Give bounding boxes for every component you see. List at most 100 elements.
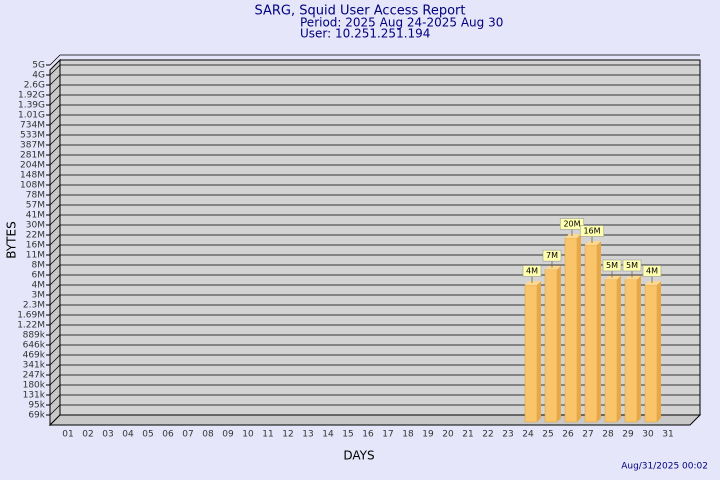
grid-line — [49, 114, 61, 126]
grid-line — [49, 394, 61, 406]
y-tick-label: 1.22M — [17, 321, 45, 331]
bar-top — [565, 233, 581, 238]
x-tick-label: 25 — [542, 430, 553, 440]
grid-line — [49, 324, 61, 336]
x-tick-label: 13 — [302, 430, 313, 440]
label-box — [579, 225, 605, 237]
bar-side — [617, 275, 621, 422]
y-tick-label: 4G — [32, 71, 45, 81]
x-tick-label: 19 — [422, 430, 434, 440]
x-tick-label: 15 — [342, 430, 353, 440]
data-label: 4M — [646, 267, 658, 276]
y-tick-label: 57M — [26, 201, 45, 211]
y-tick-label: 78M — [26, 191, 45, 201]
bar-top — [525, 281, 541, 285]
y-tick-label: 8M — [32, 261, 46, 271]
bar-top — [625, 275, 641, 280]
y-tick-label: 69k — [28, 411, 45, 421]
x-tick-label: 31 — [662, 430, 673, 440]
grid-line — [49, 364, 61, 376]
bar-side — [537, 281, 541, 422]
x-tick-label: 20 — [442, 430, 454, 440]
bar — [624, 279, 638, 423]
bar — [544, 269, 558, 423]
x-tick-label: 06 — [162, 430, 174, 440]
y-tick-label: 3M — [32, 291, 46, 301]
y-tick-label: 341k — [23, 361, 46, 371]
data-label: 16M — [583, 227, 600, 236]
y-tick-label: 22M — [26, 231, 45, 241]
x-tick-label: 18 — [402, 430, 414, 440]
x-tick-label: 04 — [122, 430, 134, 440]
grid-line — [49, 214, 61, 226]
y-tick-label: 2.3M — [23, 301, 45, 311]
plot-floor — [48, 414, 702, 426]
y-tick-label: 5G — [32, 61, 45, 71]
x-tick-label: 08 — [202, 430, 214, 440]
label-box — [542, 249, 562, 262]
y-tick-label: 131k — [23, 391, 46, 401]
bar — [564, 237, 578, 423]
y-tick-label: 41M — [26, 211, 45, 221]
x-tick-label: 22 — [482, 430, 493, 440]
data-label: 7M — [546, 251, 558, 260]
x-tick-label: 07 — [182, 430, 193, 440]
y-tick-label: 95k — [28, 401, 45, 411]
y-tick-label: 1.92G — [18, 91, 45, 101]
bar-side — [577, 233, 581, 422]
grid-line — [49, 194, 61, 206]
x-tick-label: 29 — [622, 430, 634, 440]
x-tick-label: 30 — [642, 430, 654, 440]
x-tick-label: 23 — [502, 430, 513, 440]
data-label: 20M — [563, 219, 580, 228]
grid-line — [49, 184, 61, 196]
x-tick-label: 12 — [282, 430, 293, 440]
x-tick-label: 16 — [362, 430, 374, 440]
grid-line — [49, 244, 61, 256]
grid-line — [49, 234, 61, 246]
grid-line — [49, 204, 61, 216]
chart-subtitle: Period: 2025 Aug 24-2025 Aug 30 — [300, 16, 503, 30]
label-box — [602, 259, 622, 272]
label-box — [622, 259, 642, 272]
y-axis-label: BYTES — [5, 221, 19, 258]
grid-line — [49, 144, 61, 156]
y-tick-label: 281M — [20, 151, 45, 161]
bar-top — [645, 281, 661, 285]
grid-line — [49, 284, 61, 296]
x-tick-label: 01 — [62, 430, 73, 440]
bar — [524, 284, 538, 423]
y-tick-label: 1.01G — [18, 111, 45, 121]
x-tick-label: 02 — [82, 430, 93, 440]
y-tick-label: 4M — [32, 281, 46, 291]
y-tick-label: 734M — [20, 121, 45, 131]
grid-line — [49, 334, 61, 346]
grid-line — [49, 404, 61, 416]
x-tick-label: 11 — [262, 430, 273, 440]
label-box — [642, 265, 662, 277]
label-box — [522, 265, 542, 277]
x-tick-label: 17 — [382, 430, 393, 440]
x-tick-label: 03 — [102, 430, 113, 440]
x-tick-label: 24 — [522, 430, 534, 440]
grid-line — [49, 314, 61, 326]
grid-line — [49, 344, 61, 356]
grid-line — [49, 274, 61, 286]
grid-line — [49, 294, 61, 306]
data-label: 5M — [626, 261, 638, 270]
y-tick-label: 469k — [23, 351, 46, 361]
y-tick-label: 108M — [20, 181, 45, 191]
y-tick-label: 1.69M — [17, 311, 45, 321]
grid-line — [49, 54, 61, 66]
x-tick-label: 05 — [142, 430, 153, 440]
grid-line — [49, 264, 61, 276]
bar-side — [657, 281, 661, 422]
chart-title: SARG, Squid User Access Report — [255, 4, 466, 19]
grid-line — [49, 374, 61, 386]
grid-line — [49, 254, 61, 266]
bar-top — [545, 265, 561, 270]
y-tick-label: 387M — [20, 141, 45, 151]
y-tick-label: 646k — [23, 341, 46, 351]
x-tick-label: 27 — [582, 430, 593, 440]
y-tick-label: 2.6G — [24, 81, 45, 91]
